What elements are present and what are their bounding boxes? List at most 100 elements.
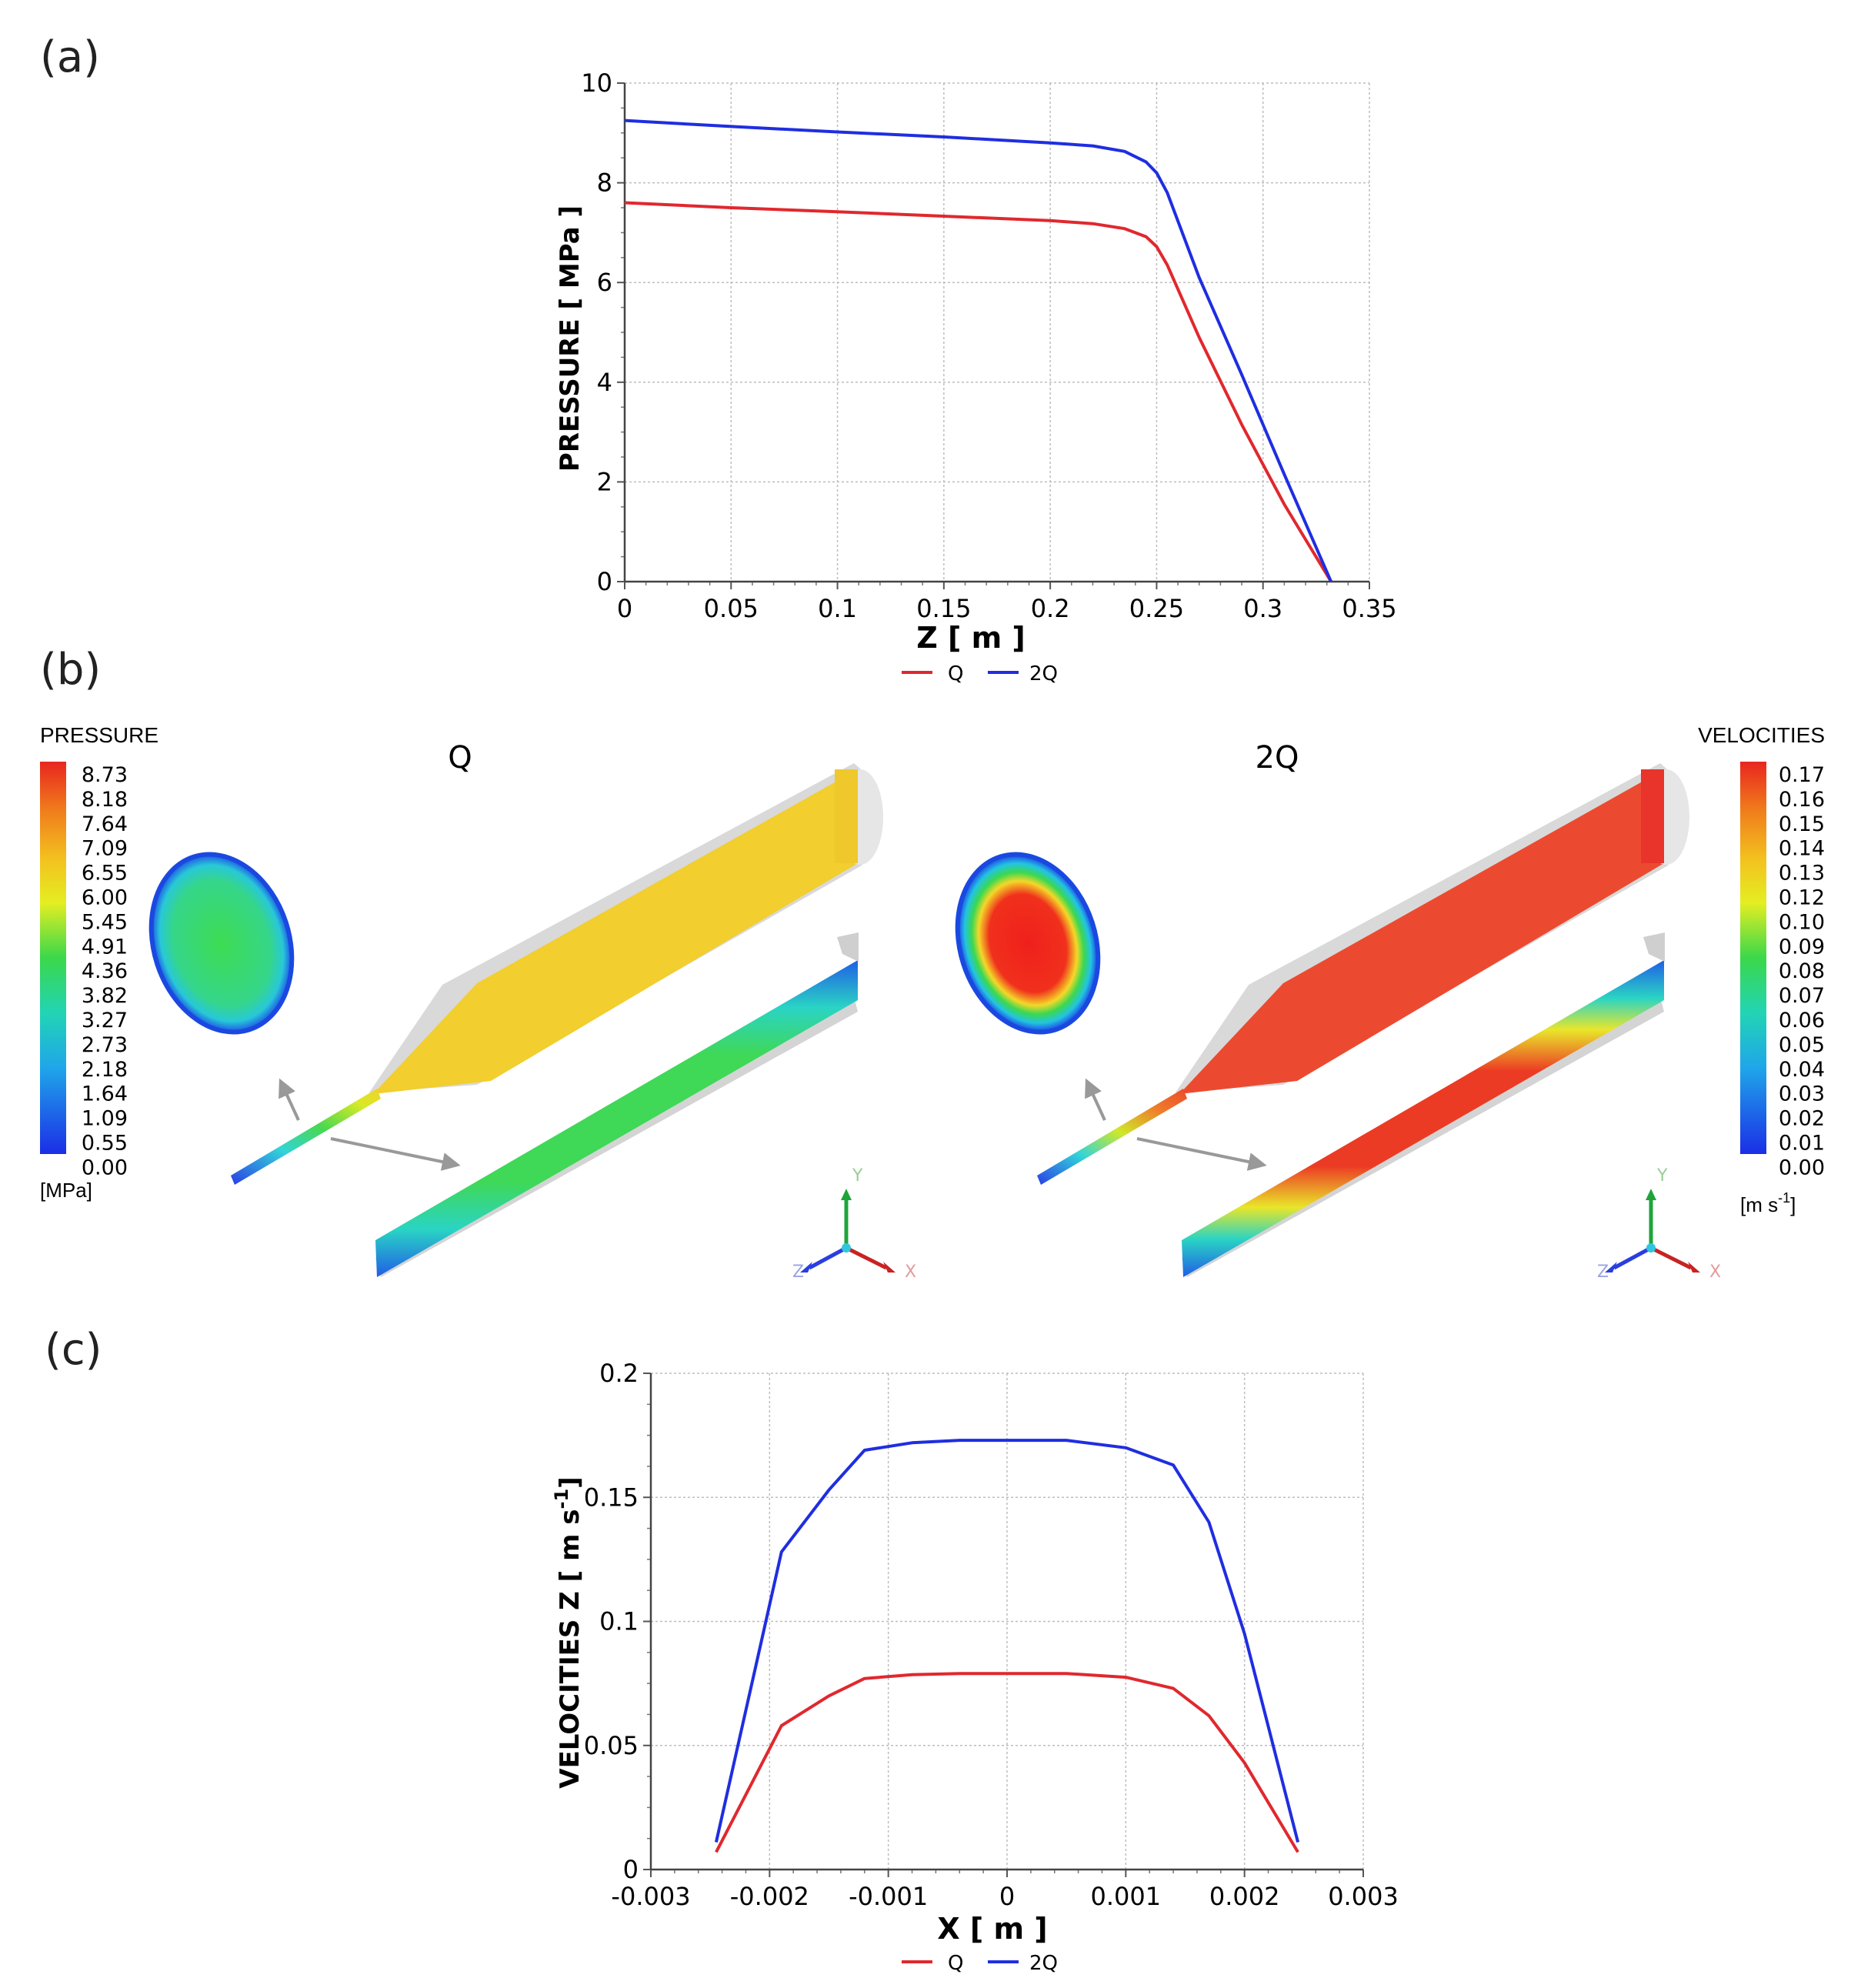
tick-label-y: 0.05: [584, 1731, 639, 1760]
pressure-chart-series: [624, 118, 1333, 583]
tick-label-x: 0.002: [1209, 1882, 1280, 1911]
legend-tick-label: 0.15: [1779, 812, 1825, 836]
tick-label-x: 0.05: [704, 594, 759, 623]
legend-tick-label: 0.05: [1779, 1033, 1825, 1057]
legend-tick-label: 8.18: [82, 788, 128, 812]
legend-q-label: Q: [948, 662, 963, 685]
velocity-color-bar: [1740, 762, 1766, 1154]
pressure-chart-ylabel: PRESSURE [ MPa ]: [555, 205, 585, 472]
q-axis-x-label: X: [905, 1263, 916, 1282]
legend-tick-label: 2.18: [82, 1058, 128, 1082]
pressure-color-legend: PRESSURE 8.738.187.647.096.556.005.454.9…: [40, 723, 158, 1202]
tick-label-y: 8: [597, 168, 612, 198]
legend-tick-label: 0.07: [1779, 984, 1825, 1008]
model-q: Y X Z: [148, 763, 916, 1282]
model-q-body: [373, 769, 858, 1094]
velocity-legend-title: VELOCITIES: [1698, 723, 1825, 747]
velocity-chart-axes: -0.003 -0.002 -0.001 0 0.001 0.002 0.003 0 0.05 0…: [584, 1359, 1399, 1911]
model-2q-cross-section: [955, 852, 1101, 1035]
tick-label-x: 0.35: [1342, 594, 1396, 623]
legend-tick-label: 0.08: [1779, 959, 1825, 983]
legend-tick-label: 4.91: [82, 935, 128, 959]
model-q-nozzle: [231, 1089, 381, 1185]
tick-label-y: 0: [623, 1855, 639, 1884]
pressure-legend-ticks: 8.738.187.647.096.556.005.454.914.363.82…: [82, 763, 128, 1179]
legend-tick-label: 7.09: [82, 837, 128, 861]
legend-tick-label: 0.55: [82, 1132, 128, 1156]
legend-tick-label: 0.16: [1779, 788, 1825, 812]
velocity-chart: -0.003 -0.002 -0.001 0 0.001 0.002 0.003 0 0.05 0…: [551, 1359, 1399, 1975]
velocity-chart-ylabel: VELOCITIES Z [ m s-1]: [551, 1476, 585, 1788]
tick-label-y: 0.15: [584, 1483, 639, 1512]
tick-label-x: 0.2: [1031, 594, 1070, 623]
model-2q-nozzle: [1037, 1089, 1187, 1185]
tick-label-y: 0.1: [599, 1607, 639, 1636]
legend-tick-label: 1.64: [82, 1082, 128, 1106]
legend-tick-label: 2.73: [82, 1033, 128, 1057]
q-axis-y-label: Y: [852, 1166, 863, 1186]
panel-label-c: (c): [45, 1325, 102, 1375]
velocity-chart-series: [714, 1439, 1300, 1853]
model-2q-axis-triad: Y X Z: [1597, 1166, 1721, 1282]
legend-tick-label: 0.00: [1779, 1156, 1825, 1179]
velocity-color-legend: VELOCITIES 0.170.160.150.140.130.120.100…: [1698, 723, 1825, 1216]
pressure-chart-axes: 0 0.05 0.1 0.15 0.2 0.25 0.3 0.35 0 2 4 6 8 10: [581, 68, 1396, 623]
model-q-arrow-up: [278, 1078, 300, 1121]
legend-tick-label: 0.04: [1779, 1058, 1825, 1082]
legend-tick-label: 0.09: [1779, 935, 1825, 959]
tick-label-x: -0.002: [730, 1882, 809, 1911]
legend-tick-label: 0.06: [1779, 1009, 1825, 1032]
tick-label-y: 6: [597, 268, 612, 297]
legend-tick-label: 0.01: [1779, 1132, 1825, 1156]
tick-label-x: 0.003: [1328, 1882, 1399, 1911]
model-q-slice: [375, 960, 858, 1277]
legend-tick-label: 4.36: [82, 959, 128, 983]
panel-label-b: (b): [40, 645, 102, 695]
legend-tick-label: 3.27: [82, 1009, 128, 1032]
tick-label-y: 0.2: [599, 1359, 639, 1388]
panel-label-a: (a): [40, 32, 101, 82]
legend-q-label-c: Q: [948, 1952, 963, 1975]
2q-axis-y-label: Y: [1656, 1166, 1668, 1186]
legend-tick-label: 0.14: [1779, 837, 1825, 861]
legend-tick-label: 0.03: [1779, 1082, 1825, 1106]
q-axis-z-label: Z: [792, 1263, 804, 1282]
pressure-chart: 0 0.05 0.1 0.15 0.2 0.25 0.3 0.35 0 2 4 6 8 10 Z [ m …: [555, 68, 1397, 685]
legend-tick-label: 0.00: [82, 1156, 128, 1179]
tick-label-x: -0.001: [849, 1882, 928, 1911]
2q-axis-x-label: X: [1709, 1263, 1721, 1282]
pressure-chart-grid: [625, 82, 1370, 582]
model-q-arrow-right: [330, 1137, 461, 1171]
legend-2q-label-c: 2Q: [1029, 1952, 1058, 1975]
model-2q-slice: [1182, 960, 1664, 1277]
2q-axis-z-label: Z: [1597, 1263, 1609, 1282]
tick-label-x: 0.25: [1129, 594, 1184, 623]
legend-2q-label: 2Q: [1029, 662, 1058, 685]
title-q: Q: [448, 740, 472, 776]
velocity-legend-ticks: 0.170.160.150.140.130.120.100.090.080.07…: [1779, 763, 1825, 1179]
tick-label-x: 0: [999, 1882, 1015, 1911]
cfd-visualization: PRESSURE 8.738.187.647.096.556.005.454.9…: [40, 723, 1825, 1282]
tick-label-x: 0.15: [916, 594, 971, 623]
tick-label-x: -0.003: [611, 1882, 690, 1911]
legend-tick-label: 8.73: [82, 763, 128, 787]
model-q-axis-triad: Y X Z: [792, 1166, 916, 1282]
series-line-2q: [714, 1439, 1300, 1843]
legend-tick-label: 6.00: [82, 886, 128, 910]
tick-label-x: 0: [617, 594, 632, 623]
tick-label-y: 10: [581, 68, 612, 98]
legend-tick-label: 0.10: [1779, 910, 1825, 934]
legend-tick-label: 3.82: [82, 984, 128, 1008]
legend-tick-label: 0.12: [1779, 886, 1825, 910]
pressure-legend-title: PRESSURE: [40, 723, 158, 747]
pressure-color-bar: [40, 762, 66, 1154]
legend-tick-label: 0.17: [1779, 763, 1825, 787]
legend-tick-label: 0.13: [1779, 862, 1825, 886]
model-2q-arrow-up: [1085, 1078, 1106, 1121]
tick-label-y: 2: [597, 467, 612, 496]
legend-tick-label: 1.09: [82, 1107, 128, 1131]
velocity-chart-grid: [651, 1373, 1364, 1870]
tick-label-x: 0.3: [1243, 594, 1282, 623]
pressure-legend-unit: [MPa]: [40, 1179, 92, 1202]
velocity-legend-unit: [m s-1]: [1740, 1190, 1796, 1216]
